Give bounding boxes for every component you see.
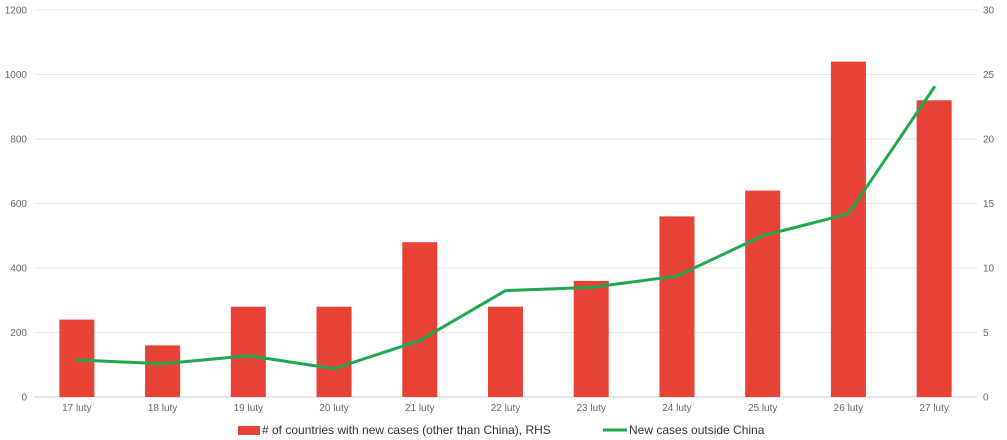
axes: 0 200 400 600 800 1000 1200 0 5 10 15 20 25 30 17 luty… bbox=[5, 6, 995, 415]
bar bbox=[488, 306, 523, 397]
bar bbox=[316, 306, 352, 397]
bar bbox=[916, 100, 952, 398]
x-axis-tick-label: 25 luty bbox=[748, 403, 777, 414]
left-axis-tick-label: 400 bbox=[10, 264, 27, 275]
line-series bbox=[75, 85, 936, 371]
x-axis-tick-label: 21 luty bbox=[405, 403, 434, 414]
line-point bbox=[589, 285, 593, 289]
x-axis-tick-label: 27 luty bbox=[919, 403, 948, 414]
legend-line-label: New cases outside China bbox=[629, 423, 765, 437]
line-point bbox=[161, 362, 165, 366]
left-axis-tick-label: 800 bbox=[10, 135, 27, 146]
right-axis-tick-label: 15 bbox=[983, 199, 995, 210]
x-axis-tick-label: 23 luty bbox=[576, 403, 605, 414]
x-axis-tick-label: 19 luty bbox=[234, 403, 263, 414]
bar bbox=[402, 242, 438, 397]
line-point bbox=[504, 289, 507, 293]
right-axis-tick-label: 30 bbox=[983, 6, 995, 17]
line-point bbox=[246, 354, 250, 358]
left-axis-tick-label: 1200 bbox=[5, 6, 28, 17]
legend-bar-swatch bbox=[238, 426, 260, 435]
line-point bbox=[675, 274, 679, 278]
line-point bbox=[761, 234, 765, 238]
left-axis-tick-label: 0 bbox=[21, 393, 27, 404]
x-axis-tick-label: 17 luty bbox=[62, 403, 91, 414]
bar bbox=[59, 319, 95, 397]
bar bbox=[745, 190, 781, 397]
left-axis-tick-label: 600 bbox=[10, 199, 27, 210]
gridlines bbox=[34, 9, 977, 398]
left-axis-tick-label: 200 bbox=[10, 328, 27, 339]
right-axis-tick-label: 20 bbox=[983, 135, 995, 146]
right-axis-tick-label: 5 bbox=[983, 328, 989, 339]
right-axis-tick-label: 25 bbox=[983, 70, 995, 81]
x-axis-tick-label: 24 luty bbox=[662, 403, 691, 414]
right-axis-tick-label: 10 bbox=[983, 264, 995, 275]
bar bbox=[230, 306, 266, 397]
line-point bbox=[332, 367, 336, 371]
left-axis-tick-label: 1000 bbox=[5, 70, 28, 81]
bar bbox=[573, 280, 609, 397]
x-axis-tick-label: 26 luty bbox=[834, 403, 863, 414]
bar bbox=[830, 61, 866, 397]
line-point bbox=[932, 85, 936, 89]
line-point bbox=[846, 212, 850, 216]
line-point bbox=[75, 358, 79, 362]
x-axis-tick-label: 18 luty bbox=[148, 403, 177, 414]
bar bbox=[659, 216, 695, 397]
legend: # of countries with new cases (other tha… bbox=[238, 423, 765, 437]
bar-series bbox=[59, 61, 952, 398]
line-point bbox=[418, 339, 422, 343]
legend-bar-label: # of countries with new cases (other tha… bbox=[262, 423, 551, 437]
bar bbox=[145, 345, 181, 397]
x-axis-tick-label: 20 luty bbox=[319, 403, 348, 414]
right-axis-tick-label: 0 bbox=[983, 393, 989, 404]
x-axis-tick-label: 22 luty bbox=[491, 403, 520, 414]
